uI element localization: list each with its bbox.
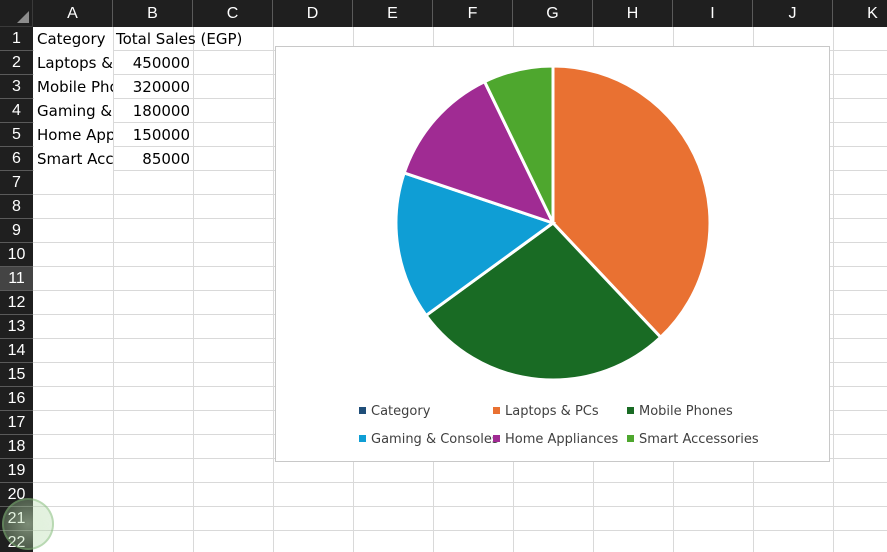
cell-b3[interactable]: 320000 xyxy=(132,78,190,96)
legend-item-mobile-phones[interactable]: Mobile Phones xyxy=(627,404,733,420)
cell-a2[interactable]: Laptops & PCs xyxy=(34,51,113,75)
row-header-11-selected[interactable]: 11 xyxy=(0,267,33,291)
legend-label: Smart Accessories xyxy=(639,432,759,447)
row-header-3[interactable]: 3 xyxy=(0,75,33,99)
row-header-17[interactable]: 17 xyxy=(0,411,33,435)
cell-a5[interactable]: Home Appliances xyxy=(34,123,113,147)
gridline xyxy=(33,482,887,483)
pie-slice-home-appliances[interactable] xyxy=(402,79,556,226)
column-header-i[interactable]: I xyxy=(673,0,753,27)
cell-a1[interactable]: Category xyxy=(34,27,113,51)
row-header-7[interactable]: 7 xyxy=(0,171,33,195)
row-header-19[interactable]: 19 xyxy=(0,459,33,483)
watermark-logo xyxy=(2,498,54,550)
column-header-c[interactable]: C xyxy=(193,0,273,27)
cell-a4[interactable]: Gaming & Consoles xyxy=(34,99,113,123)
legend-swatch xyxy=(627,407,634,414)
cell-a6[interactable]: Smart Accessories xyxy=(34,147,113,171)
column-header-f[interactable]: F xyxy=(433,0,513,27)
cell-a3[interactable]: Mobile Phones xyxy=(34,75,113,99)
row-header-1[interactable]: 1 xyxy=(0,27,33,51)
legend-label: Home Appliances xyxy=(505,432,619,447)
cell-b2[interactable]: 450000 xyxy=(132,54,190,72)
legend-item-laptops-pcs[interactable]: Laptops & PCs xyxy=(493,404,599,420)
row-header-8[interactable]: 8 xyxy=(0,195,33,219)
gridline xyxy=(33,506,887,507)
column-header-e[interactable]: E xyxy=(353,0,433,27)
pie-slice-gaming-consoles[interactable] xyxy=(394,171,557,318)
legend-swatch xyxy=(493,435,500,442)
legend-item-home-appliances[interactable]: Home Appliances xyxy=(493,432,618,448)
row-header-12[interactable]: 12 xyxy=(0,291,33,315)
gridline xyxy=(193,27,194,552)
legend-swatch xyxy=(493,407,500,414)
column-header-b[interactable]: B xyxy=(113,0,193,27)
gridline xyxy=(33,530,887,531)
row-header-2[interactable]: 2 xyxy=(0,51,33,75)
select-all-corner[interactable] xyxy=(0,0,33,27)
legend-label: Laptops & PCs xyxy=(505,404,599,419)
row-header-6[interactable]: 6 xyxy=(0,147,33,171)
pie-slice-laptops-pcs[interactable] xyxy=(551,64,712,340)
cell-b6[interactable]: 85000 xyxy=(142,150,190,168)
gridline xyxy=(833,27,834,552)
legend-label: Gaming & Consoles xyxy=(371,432,499,447)
cell-b5[interactable]: 150000 xyxy=(132,126,190,144)
legend-label: Mobile Phones xyxy=(639,404,733,419)
cell-b1[interactable]: Total Sales (EGP) xyxy=(116,30,243,48)
legend-swatch xyxy=(627,435,634,442)
legend-swatch xyxy=(359,407,366,414)
legend-item-gaming-consoles[interactable]: Gaming & Consoles xyxy=(359,432,499,448)
row-header-9[interactable]: 9 xyxy=(0,219,33,243)
cell-b4[interactable]: 180000 xyxy=(132,102,190,120)
column-header-j[interactable]: J xyxy=(753,0,833,27)
column-header-a[interactable]: A xyxy=(33,0,113,27)
legend-label: Category xyxy=(371,404,431,419)
select-all-triangle-icon xyxy=(17,11,29,23)
row-header-15[interactable]: 15 xyxy=(0,363,33,387)
row-header-13[interactable]: 13 xyxy=(0,315,33,339)
row-header-10[interactable]: 10 xyxy=(0,243,33,267)
row-header-4[interactable]: 4 xyxy=(0,99,33,123)
gridline xyxy=(273,27,274,552)
row-header-16[interactable]: 16 xyxy=(0,387,33,411)
legend-item-category[interactable]: Category xyxy=(359,404,430,420)
column-header-d[interactable]: D xyxy=(273,0,353,27)
column-header-g[interactable]: G xyxy=(513,0,593,27)
row-header-5[interactable]: 5 xyxy=(0,123,33,147)
legend-swatch xyxy=(359,435,366,442)
row-header-14[interactable]: 14 xyxy=(0,339,33,363)
pie-slice-smart-accessories[interactable] xyxy=(482,64,555,224)
column-header-k[interactable]: K xyxy=(833,0,887,27)
gridline xyxy=(113,27,114,552)
pie-chart[interactable]: Category Laptops & PCs Mobile Phones Gaming… xyxy=(275,46,830,462)
pie-slice-mobile-phones[interactable] xyxy=(424,221,663,382)
legend-item-smart-accessories[interactable]: Smart Accessories xyxy=(627,432,759,448)
pie-chart-plot xyxy=(394,64,712,382)
row-header-18[interactable]: 18 xyxy=(0,435,33,459)
column-header-h[interactable]: H xyxy=(593,0,673,27)
